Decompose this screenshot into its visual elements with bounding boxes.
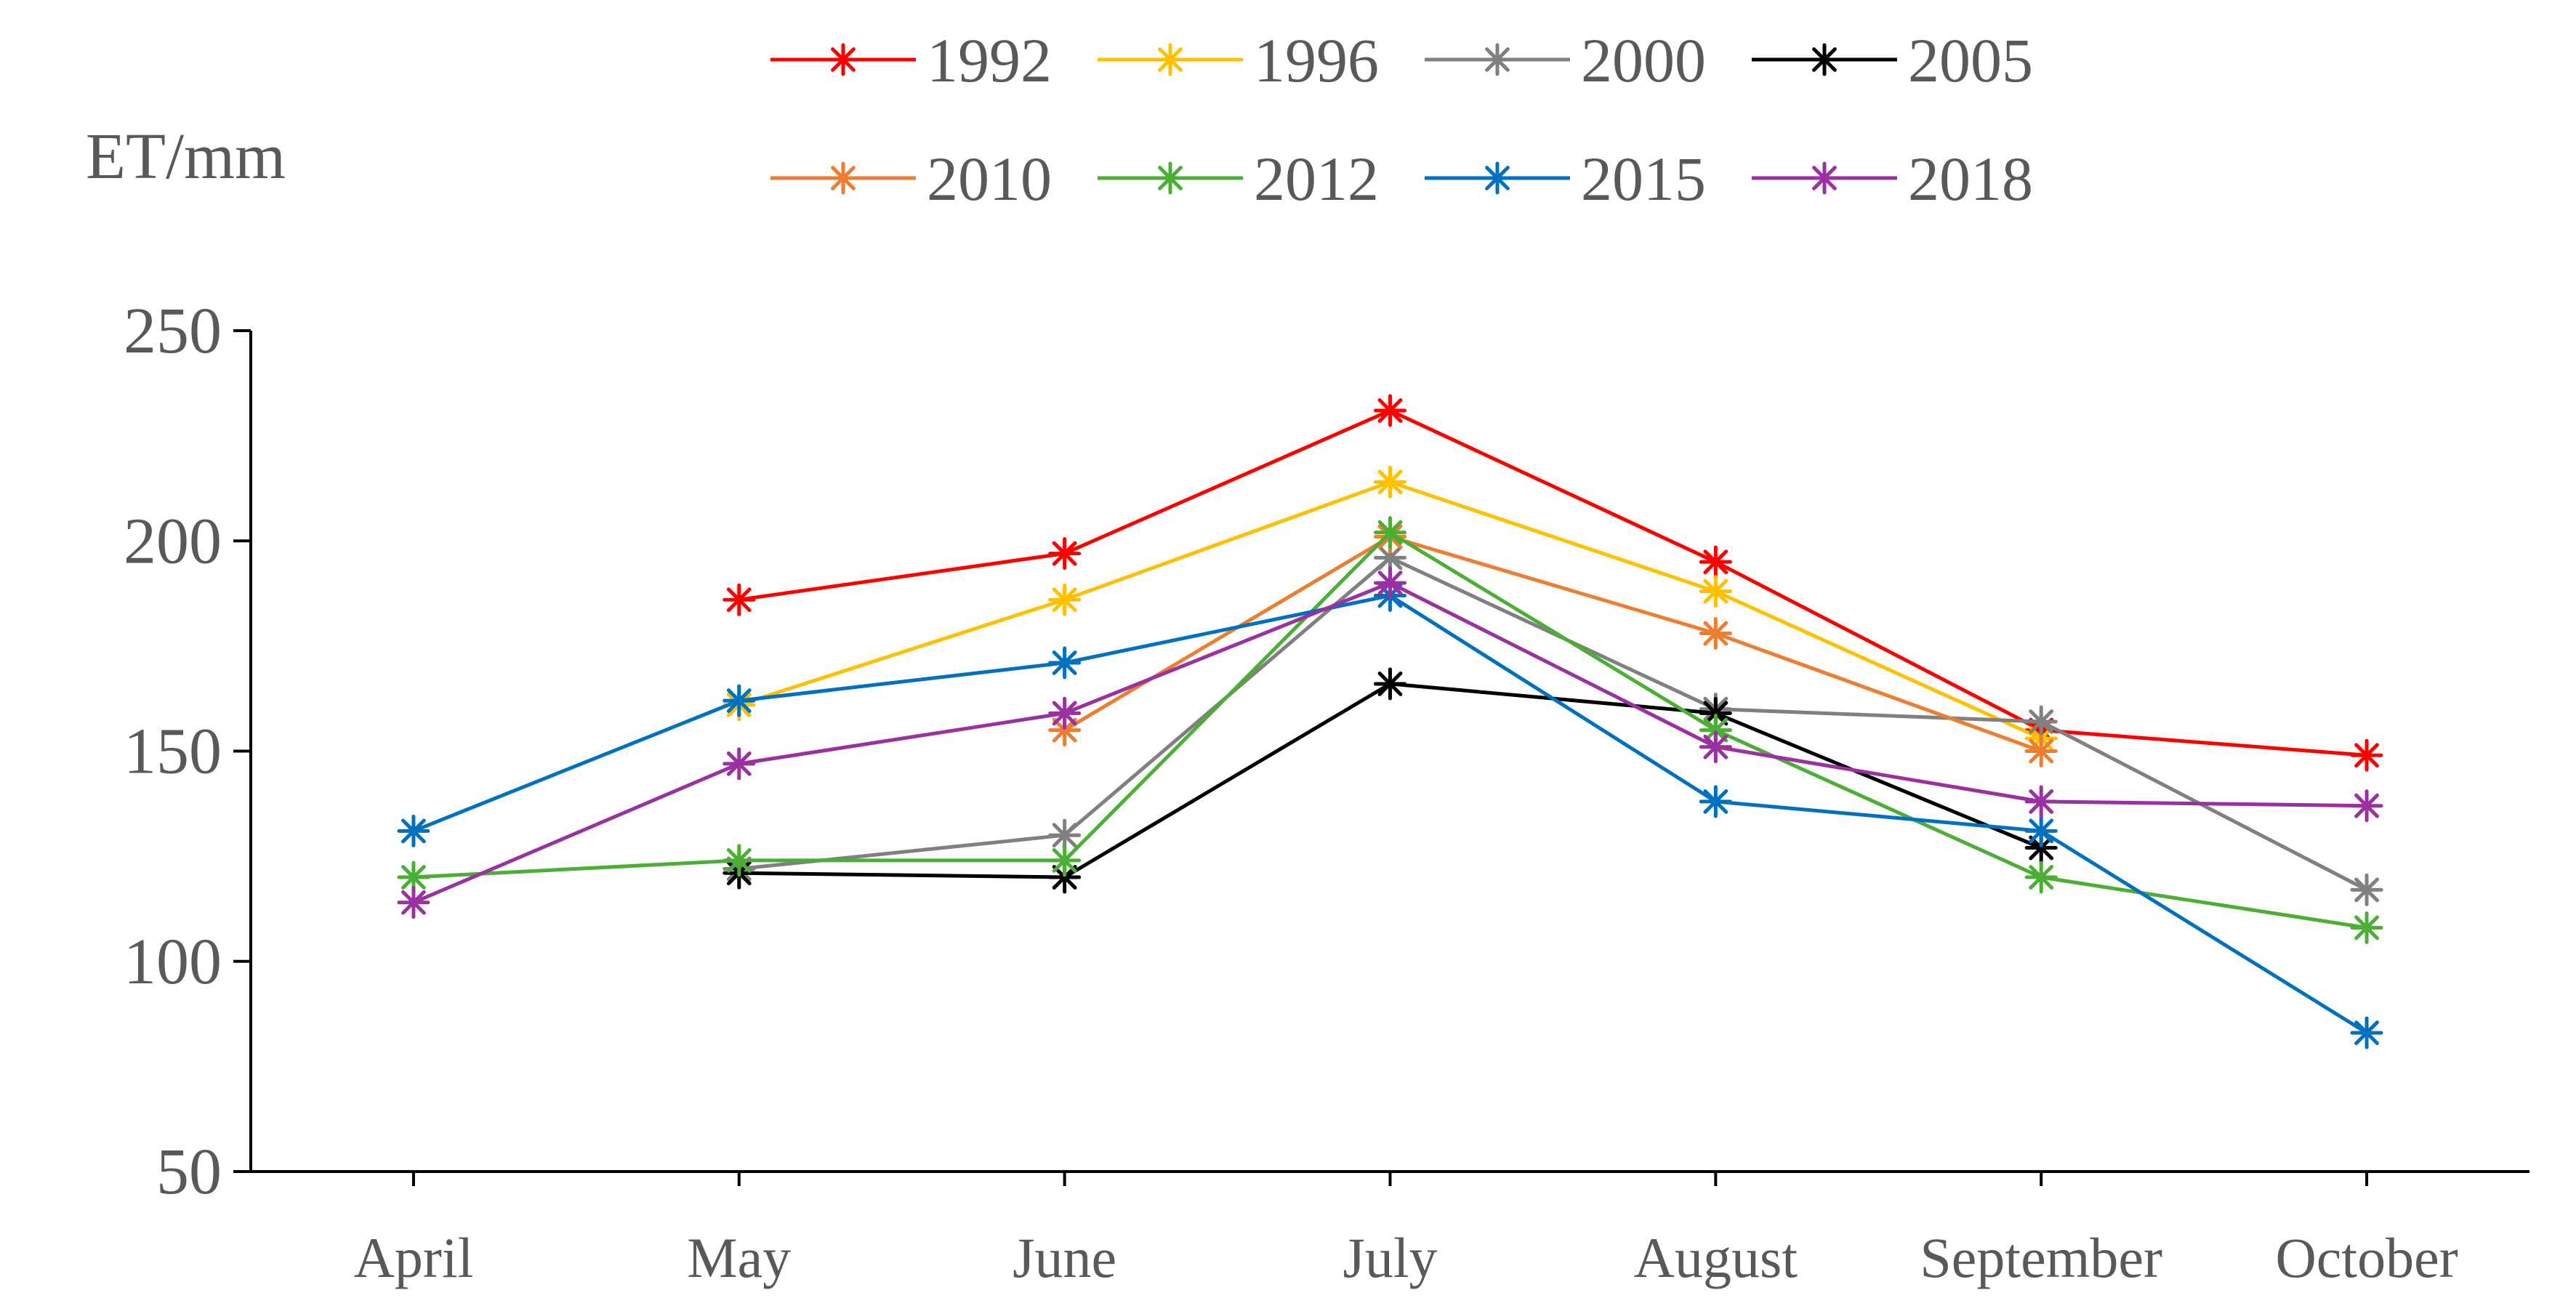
legend-label-1996: 1996 — [1254, 25, 1379, 95]
series-2018 — [397, 566, 2383, 919]
data-point-2018-April — [397, 886, 430, 919]
x-tick-label: June — [1013, 1226, 1116, 1289]
series-2015 — [397, 579, 2383, 1049]
series-line-2015 — [411, 594, 2369, 1035]
legend-marker-2018 — [1808, 161, 1841, 195]
y-tick-label: 200 — [124, 505, 222, 577]
legend-item-2005: 2005 — [1752, 25, 2033, 95]
series-line-2010 — [1063, 535, 2043, 753]
data-point-2015-September — [2024, 814, 2058, 847]
data-point-2010-September — [2024, 735, 2058, 767]
legend: 1992 1996 2000 2005 2010 2012 2015 2018 — [770, 25, 2033, 214]
x-tick-label: September — [1920, 1226, 2162, 1289]
data-point-2012-September — [2024, 860, 2058, 894]
x-tick-label: August — [1634, 1226, 1798, 1289]
legend-marker-1992 — [826, 43, 860, 76]
data-point-2012-May — [723, 844, 756, 877]
data-point-2015-August — [1699, 785, 1732, 818]
legend-item-2000: 2000 — [1425, 25, 1706, 95]
legend-label-2010: 2010 — [927, 144, 1052, 214]
series-2012 — [397, 516, 2383, 944]
series-2000 — [723, 541, 2383, 906]
data-point-2018-August — [1699, 730, 1732, 764]
x-tick-label: October — [2275, 1226, 2458, 1289]
data-point-2015-April — [397, 814, 430, 847]
data-point-1992-May — [723, 583, 756, 616]
legend-label-2015: 2015 — [1581, 144, 1706, 214]
legend-label-2012: 2012 — [1254, 144, 1379, 214]
y-tick-label: 100 — [124, 926, 222, 998]
legend-item-2015: 2015 — [1425, 144, 1706, 214]
series-line-2018 — [411, 581, 2369, 905]
y-tick-label: 250 — [124, 295, 222, 367]
data-point-2010-August — [1699, 617, 1732, 650]
data-point-1992-October — [2350, 738, 2383, 772]
data-point-2018-September — [2024, 785, 2058, 818]
series-1992 — [723, 394, 2383, 772]
data-point-2018-October — [2350, 789, 2383, 823]
legend-item-2012: 2012 — [1098, 144, 1379, 214]
y-axis-title: ET/mm — [86, 121, 286, 193]
legend-label-2005: 2005 — [1908, 25, 2033, 95]
data-point-2015-May — [723, 684, 756, 717]
data-point-2012-June — [1048, 844, 1082, 877]
x-tick-label: May — [687, 1226, 791, 1289]
data-point-2018-July — [1374, 566, 1406, 600]
data-point-2018-June — [1048, 696, 1082, 730]
legend-marker-1996 — [1154, 43, 1187, 76]
data-point-1996-July — [1374, 465, 1406, 499]
data-point-2000-October — [2350, 873, 2383, 906]
y-tick-label: 150 — [124, 716, 222, 788]
legend-marker-2005 — [1808, 43, 1841, 76]
legend-marker-2000 — [1481, 43, 1514, 76]
legend-label-1992: 1992 — [927, 25, 1052, 95]
data-point-1992-July — [1374, 394, 1406, 427]
data-point-2015-October — [2350, 1016, 2383, 1049]
legend-marker-2010 — [826, 161, 860, 195]
legend-marker-2015 — [1481, 161, 1514, 195]
legend-item-1996: 1996 — [1098, 25, 1379, 95]
data-point-1996-June — [1048, 583, 1082, 616]
data-point-2005-July — [1374, 667, 1406, 701]
x-tick-label: July — [1343, 1226, 1437, 1289]
series-line-1992 — [737, 408, 2369, 757]
data-point-2000-June — [1048, 818, 1082, 852]
legend-item-2018: 2018 — [1752, 144, 2033, 214]
data-point-1992-June — [1048, 537, 1082, 571]
data-point-2000-September — [2024, 705, 2058, 738]
legend-label-2018: 2018 — [1908, 144, 2033, 214]
data-point-2012-July — [1374, 516, 1406, 549]
y-tick-label: 50 — [156, 1136, 222, 1208]
series-2005 — [723, 667, 2058, 894]
plot-area: 50 100 150 200 250 April May June July August Sept… — [124, 295, 2529, 1289]
legend-item-1992: 1992 — [770, 25, 1052, 95]
data-point-2015-June — [1048, 646, 1082, 680]
x-tick-label: April — [354, 1226, 474, 1289]
series-2010 — [1048, 520, 2058, 767]
series-line-2000 — [737, 555, 2369, 892]
legend-marker-2012 — [1154, 161, 1187, 195]
data-point-2012-October — [2350, 911, 2383, 944]
data-point-1996-August — [1699, 575, 1732, 608]
data-point-2018-May — [723, 747, 756, 781]
data-point-1992-August — [1699, 545, 1732, 579]
legend-item-2010: 2010 — [770, 144, 1052, 214]
legend-label-2000: 2000 — [1581, 25, 1706, 95]
